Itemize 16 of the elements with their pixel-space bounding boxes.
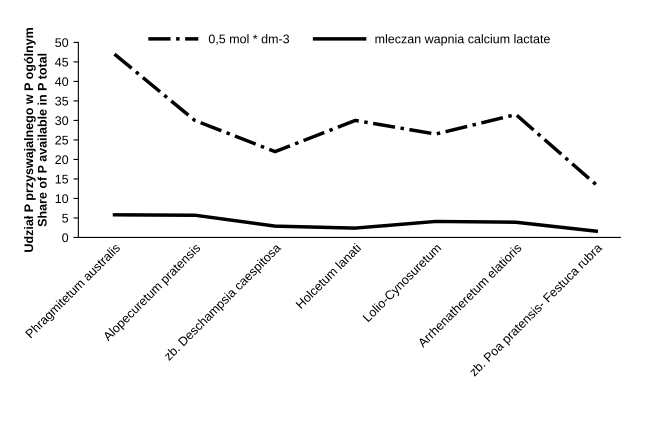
y-axis-title: Udział P przyswajalnego w P ogólnym Share of P available in P total	[24, 28, 47, 252]
y-tick-label: 30	[55, 116, 68, 126]
line-series	[112, 52, 598, 187]
y-tick-label: 40	[55, 77, 68, 86]
y-tick-label: 25	[55, 136, 68, 145]
legend-label: 0,5 mol * dm-3	[208, 34, 290, 45]
y-tick-label: 20	[55, 155, 68, 164]
line-series	[112, 213, 598, 233]
y-tick-label: 45	[55, 58, 68, 67]
y-tick-label: 15	[56, 174, 68, 184]
y-tick-label: 5	[62, 214, 68, 223]
y-tick-label: 50	[55, 38, 68, 48]
legend-label: mleczan wapnia calcium lactate	[375, 34, 550, 46]
y-tick-label: 35	[55, 96, 68, 106]
y-tick-label: 10	[56, 194, 68, 204]
y-tick-label: 0	[62, 233, 68, 242]
